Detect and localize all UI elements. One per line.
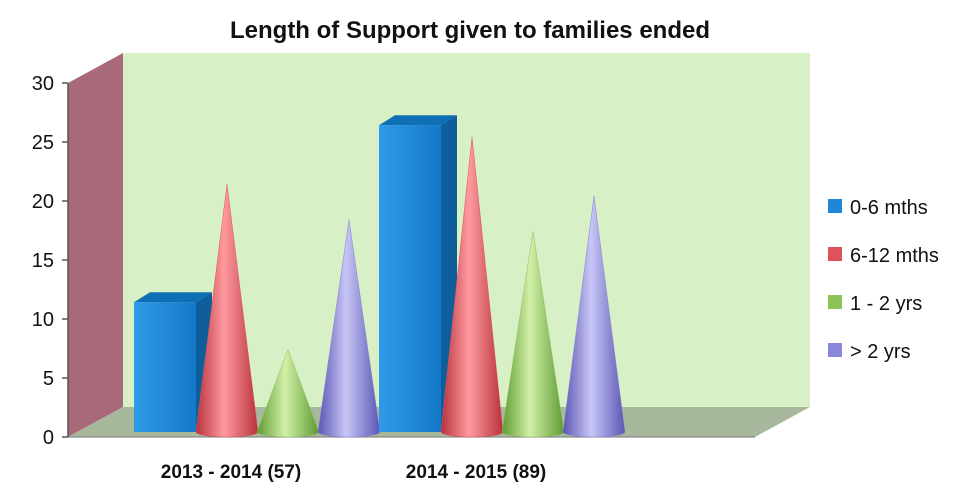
y-tick-label: 15: [32, 250, 54, 272]
chart-title: Length of Support given to families ende…: [230, 17, 710, 44]
legend-label: 6-12 mths: [850, 245, 939, 267]
legend-swatch: [828, 199, 842, 213]
x-category-label: 2014 - 2015 (89): [406, 462, 547, 483]
x-axis-labels: 2013 - 2014 (57) 2014 - 2015 (89): [161, 462, 547, 483]
bar-top: [134, 292, 212, 303]
y-axis: 0 5 10 15 20 25 30: [32, 73, 755, 449]
cone: [317, 219, 381, 438]
x-category-label: 2013 - 2014 (57): [161, 462, 302, 483]
y-tick-label: 10: [32, 309, 54, 331]
side-wall: [68, 53, 123, 437]
legend-swatch: [828, 247, 842, 261]
cone: [562, 195, 626, 438]
bar: [134, 302, 196, 432]
legend-swatch: [828, 295, 842, 309]
y-tick-label: 20: [32, 191, 54, 213]
legend-label: 0-6 mths: [850, 197, 928, 219]
legend-swatch: [828, 343, 842, 357]
y-tick-label: 25: [32, 132, 54, 154]
bar-top: [379, 115, 457, 126]
legend: 0-6 mths 6-12 mths 1 - 2 yrs > 2 yrs: [828, 197, 939, 363]
y-tick-label: 30: [32, 73, 54, 95]
y-tick-label: 0: [43, 427, 54, 449]
legend-label: 1 - 2 yrs: [850, 293, 922, 315]
bar: [379, 125, 441, 432]
legend-label: > 2 yrs: [850, 341, 911, 363]
plot-area: 0 5 10 15 20 25 30 2013 - 2014 (57) 2014 - 2015…: [32, 53, 810, 483]
y-tick-label: 5: [43, 368, 54, 390]
data-marks: [134, 115, 626, 438]
